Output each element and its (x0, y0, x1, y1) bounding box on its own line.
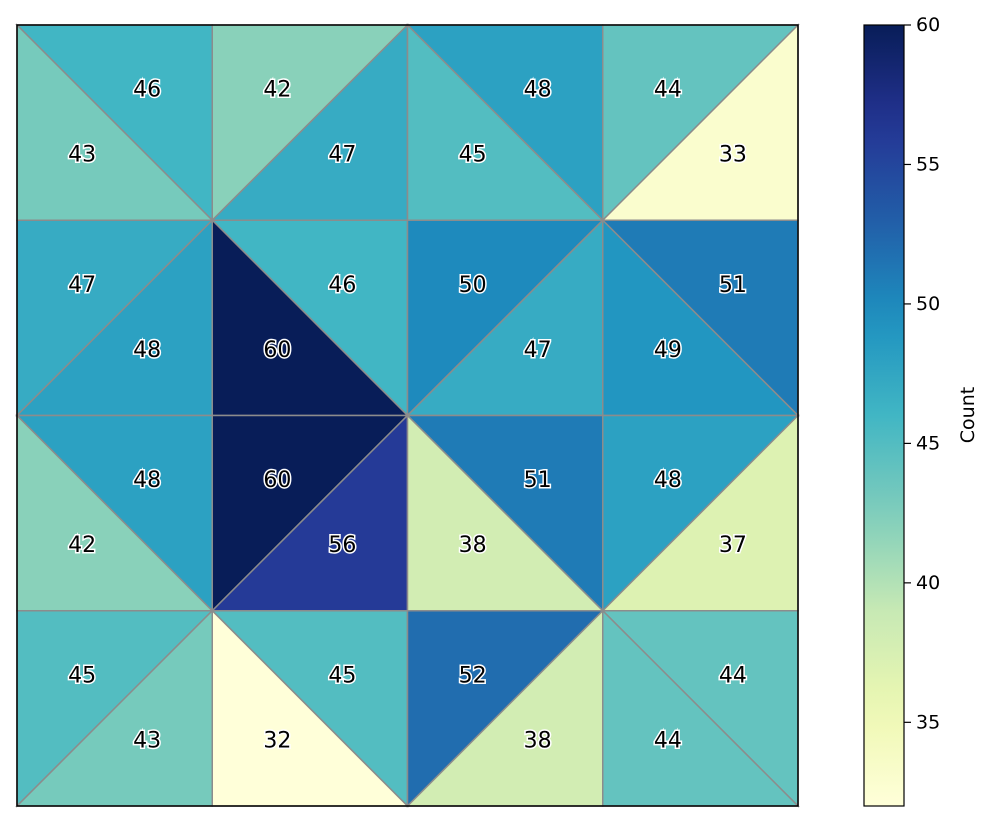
cell-r2c3-upper-left-label: 48 (654, 468, 682, 493)
cell-r3c0-lower-right-label: 43 (133, 728, 161, 753)
cell-r3c1-upper-right-label: 45 (328, 663, 356, 688)
cell-r2c1-upper-left-label: 60 (263, 468, 291, 493)
cell-r3c3-lower-left-label: 44 (654, 728, 682, 753)
cell-r3c3-upper-right-label: 44 (719, 663, 747, 688)
colorbar-ticks: 35 40 45 50 55 60 (904, 14, 940, 733)
cell-r3c1-lower-left-label: 32 (263, 728, 291, 753)
cell-r2c0-upper-right-label: 48 (133, 468, 161, 493)
cell-r1c3-lower-left-label: 49 (654, 338, 682, 363)
cell-r0c0-upper-right-label: 46 (133, 78, 161, 103)
colorbar-tick-label: 55 (916, 153, 940, 175)
cell-r2c3-lower-right-label: 37 (719, 533, 747, 558)
colorbar-tick-label: 35 (916, 711, 940, 733)
plot-frame (16, 24, 799, 807)
plot-area: 46 43 42 47 48 45 44 33 47 48 46 60 50 47 51 49 48 42 60 56… (15, 23, 800, 808)
cell-r0c2-upper-right-label: 48 (524, 78, 552, 103)
cell-r2c2-lower-left-label: 38 (459, 533, 487, 558)
cell-r1c0-lower-right-label: 48 (133, 338, 161, 363)
cell-r0c3-upper-left-label: 44 (654, 78, 682, 103)
cell-r2c0-lower-left-label: 42 (68, 533, 96, 558)
cell-r3c2-upper-left-label: 52 (459, 663, 487, 688)
colorbar-tick-label: 40 (916, 572, 940, 594)
colorbar-tick-label: 60 (916, 14, 940, 36)
cell-r1c0-upper-left-label: 47 (68, 273, 96, 298)
cell-r1c3-upper-right-label: 51 (719, 273, 747, 298)
cell-r2c1-lower-right-label: 56 (328, 533, 356, 558)
cell-r3c0-upper-left-label: 45 (68, 663, 96, 688)
cell-r1c1-lower-left-label: 60 (263, 338, 291, 363)
colorbar: 35 40 45 50 55 60 Count (863, 14, 979, 807)
colorbar-gradient (863, 24, 905, 807)
cell-r0c2-lower-left-label: 45 (459, 143, 487, 168)
cell-r0c1-upper-left-label: 42 (263, 78, 291, 103)
cell-r3c2-lower-right-label: 38 (524, 728, 552, 753)
cell-r0c0-lower-left-label: 43 (68, 143, 96, 168)
cell-r0c3-lower-right-label: 33 (719, 143, 747, 168)
colorbar-label: Count (957, 387, 979, 443)
cell-r1c1-upper-right-label: 46 (328, 273, 356, 298)
colorbar-tick-label: 45 (916, 432, 940, 454)
cell-r1c2-lower-right-label: 47 (524, 338, 552, 363)
cell-r1c2-upper-left-label: 50 (459, 273, 487, 298)
colorbar-tick-label: 50 (916, 293, 940, 315)
cell-r2c2-upper-right-label: 51 (524, 468, 552, 493)
cell-r0c1-lower-right-label: 47 (328, 143, 356, 168)
